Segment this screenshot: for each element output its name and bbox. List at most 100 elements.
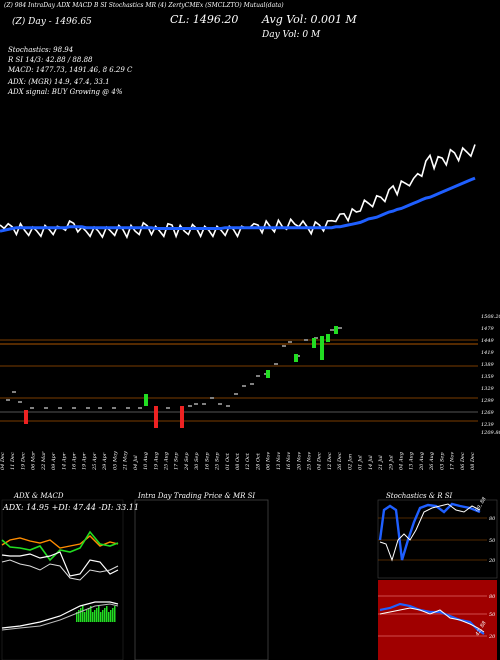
stoch-panel-top [377, 499, 498, 579]
header-day-value: (Z) Day - 1496.65 [12, 17, 92, 27]
y-tick-label: 1359 [481, 374, 495, 380]
candle-body [312, 338, 316, 348]
macd-hist-bar [88, 608, 90, 622]
x-tick-label: 01 Jul [358, 455, 364, 470]
stoch-tick-label: 20 [488, 634, 496, 640]
x-tick-label: 04 Dec [317, 452, 323, 470]
macd-hist-bar [78, 610, 80, 622]
stoch-d-line [379, 503, 481, 562]
macd-hist-bar [86, 610, 88, 622]
x-tick-label: 19 Aug [153, 452, 159, 470]
stoch-title: Stochastics & R SI [386, 492, 453, 500]
ma-series-line [0, 176, 476, 233]
adx-readout: ADX: (MGR) 14.9, 47.4, 33.1 [8, 78, 110, 86]
day-vol-label: Day Vol: 0 M [262, 30, 321, 40]
x-tick-label: 13 Aug [409, 452, 415, 470]
macd-hist-bar [114, 606, 116, 622]
adx-orange-line [1, 535, 119, 549]
x-tick-label: 08 Dec [470, 452, 476, 470]
macd-signal-line [1, 603, 119, 631]
stoch-tick-label: 80 [489, 594, 496, 600]
y-tick-label: 1508.20 [481, 314, 500, 320]
x-tick-label: 05 May [112, 451, 118, 470]
x-tick-label: 21 Jul [378, 455, 384, 471]
intraday-panel-frame [134, 499, 269, 660]
intraday-title: Intra Day Trading Price & MR SI [138, 492, 256, 500]
x-tick-label: 13 Nov [276, 452, 282, 470]
y-tick-label: 1479 [481, 326, 495, 332]
candle-body [294, 354, 298, 362]
x-tick-label: 12 Oct [245, 452, 251, 470]
x-tick-label: 25 Nov [307, 452, 313, 471]
macd-hist-bar [90, 606, 92, 622]
x-tick-label: 06 Mar [31, 451, 37, 470]
x-tick-label: 04 Dec [0, 452, 6, 470]
macd-hist-bar [82, 606, 84, 622]
x-tick-label: 01 Oct [225, 452, 231, 470]
candle-body [180, 406, 184, 428]
y-tick-label: 1419 [481, 350, 495, 356]
macd-line [1, 601, 119, 629]
stoch-panel-bottom [378, 580, 497, 660]
x-tick-label: 04 Jul [133, 455, 139, 470]
x-tick-label: 06 Nov [266, 452, 272, 470]
adx-signal-readout: ADX signal: BUY Growing @ 4% [8, 88, 123, 96]
y-tick-label: 1449 [481, 338, 495, 344]
x-tick-label: 06 Dec [460, 452, 466, 470]
x-tick-label: 10 Aug [143, 452, 149, 470]
macd-hist-bar [112, 608, 114, 622]
x-tick-label: 02 Jan [347, 454, 353, 470]
close-label: CL: 1496.20 [170, 13, 239, 26]
x-tick-label: 08 Oct [235, 452, 241, 470]
stoch-k-line [378, 502, 481, 561]
adx-white-line [1, 551, 119, 577]
candle-body [144, 394, 148, 406]
x-tick-label: 19 Dec [20, 452, 26, 470]
y-tick-label: 1389 [481, 362, 495, 368]
x-tick-label: 30 Sep [194, 452, 200, 470]
macd-hist-bar [108, 612, 110, 622]
stoch-tick-label: 20 [488, 558, 496, 564]
y-tick-label: 1209.86 [481, 430, 500, 436]
y-tick-label: 1269 [481, 410, 495, 416]
x-tick-label: 29 Apr [102, 452, 108, 471]
macd-hist-bar [98, 606, 100, 622]
stoch-tick-label: 50 [489, 538, 496, 544]
macd-hist-bar [84, 612, 86, 622]
x-tick-label: 25 Aug [164, 452, 170, 471]
macd-hist-bar [104, 608, 106, 622]
adx-macd-title: ADX & MACD [14, 492, 64, 500]
x-tick-label: 14 Jul [368, 455, 374, 470]
si-white-line [379, 607, 485, 633]
x-tick-label: 24 Sep [184, 452, 190, 471]
x-tick-label: 21 May [123, 451, 129, 471]
macd-readout: MACD: 1477.73, 1491.46, 8 6.29 C [8, 66, 133, 74]
x-tick-label: 03 Sep [439, 452, 445, 470]
x-tick-label: 12 Dec [327, 452, 333, 470]
stoch-tick-label: 50 [489, 612, 496, 618]
candle-body [266, 370, 270, 378]
candle-body [326, 334, 330, 342]
macd-hist-bar [76, 612, 78, 622]
x-tick-label: 04 Aug [399, 452, 405, 470]
candle-body [320, 336, 324, 360]
candle-body [24, 410, 28, 424]
macd-hist-bar [106, 606, 108, 622]
si-readout: R SI 14/3: 42.88 / 88.88 [8, 56, 93, 64]
adx-green-line [1, 530, 119, 562]
stochastics-readout: Stochastics: 98.94 [8, 46, 74, 54]
x-tick-label: 20 Nov [296, 452, 302, 471]
x-tick-label: 11 Dec [10, 452, 16, 470]
y-tick-label: 1329 [481, 386, 495, 392]
y-tick-label: 1239 [481, 422, 495, 428]
x-tick-label: 14 Apr [61, 452, 67, 470]
adx-white-line-2 [1, 559, 119, 581]
macd-hist-bar [110, 610, 112, 622]
adx-panel-frame [1, 499, 124, 660]
macd-hist-bar [100, 612, 102, 622]
adx-legend: ADX: 14.95 +DI: 47.44 -DI: 33.11 [3, 503, 139, 512]
x-tick-label: 17 Nov [450, 452, 456, 470]
x-tick-label: 20 Aug [419, 452, 425, 471]
y-tick-label: 1299 [481, 398, 495, 404]
